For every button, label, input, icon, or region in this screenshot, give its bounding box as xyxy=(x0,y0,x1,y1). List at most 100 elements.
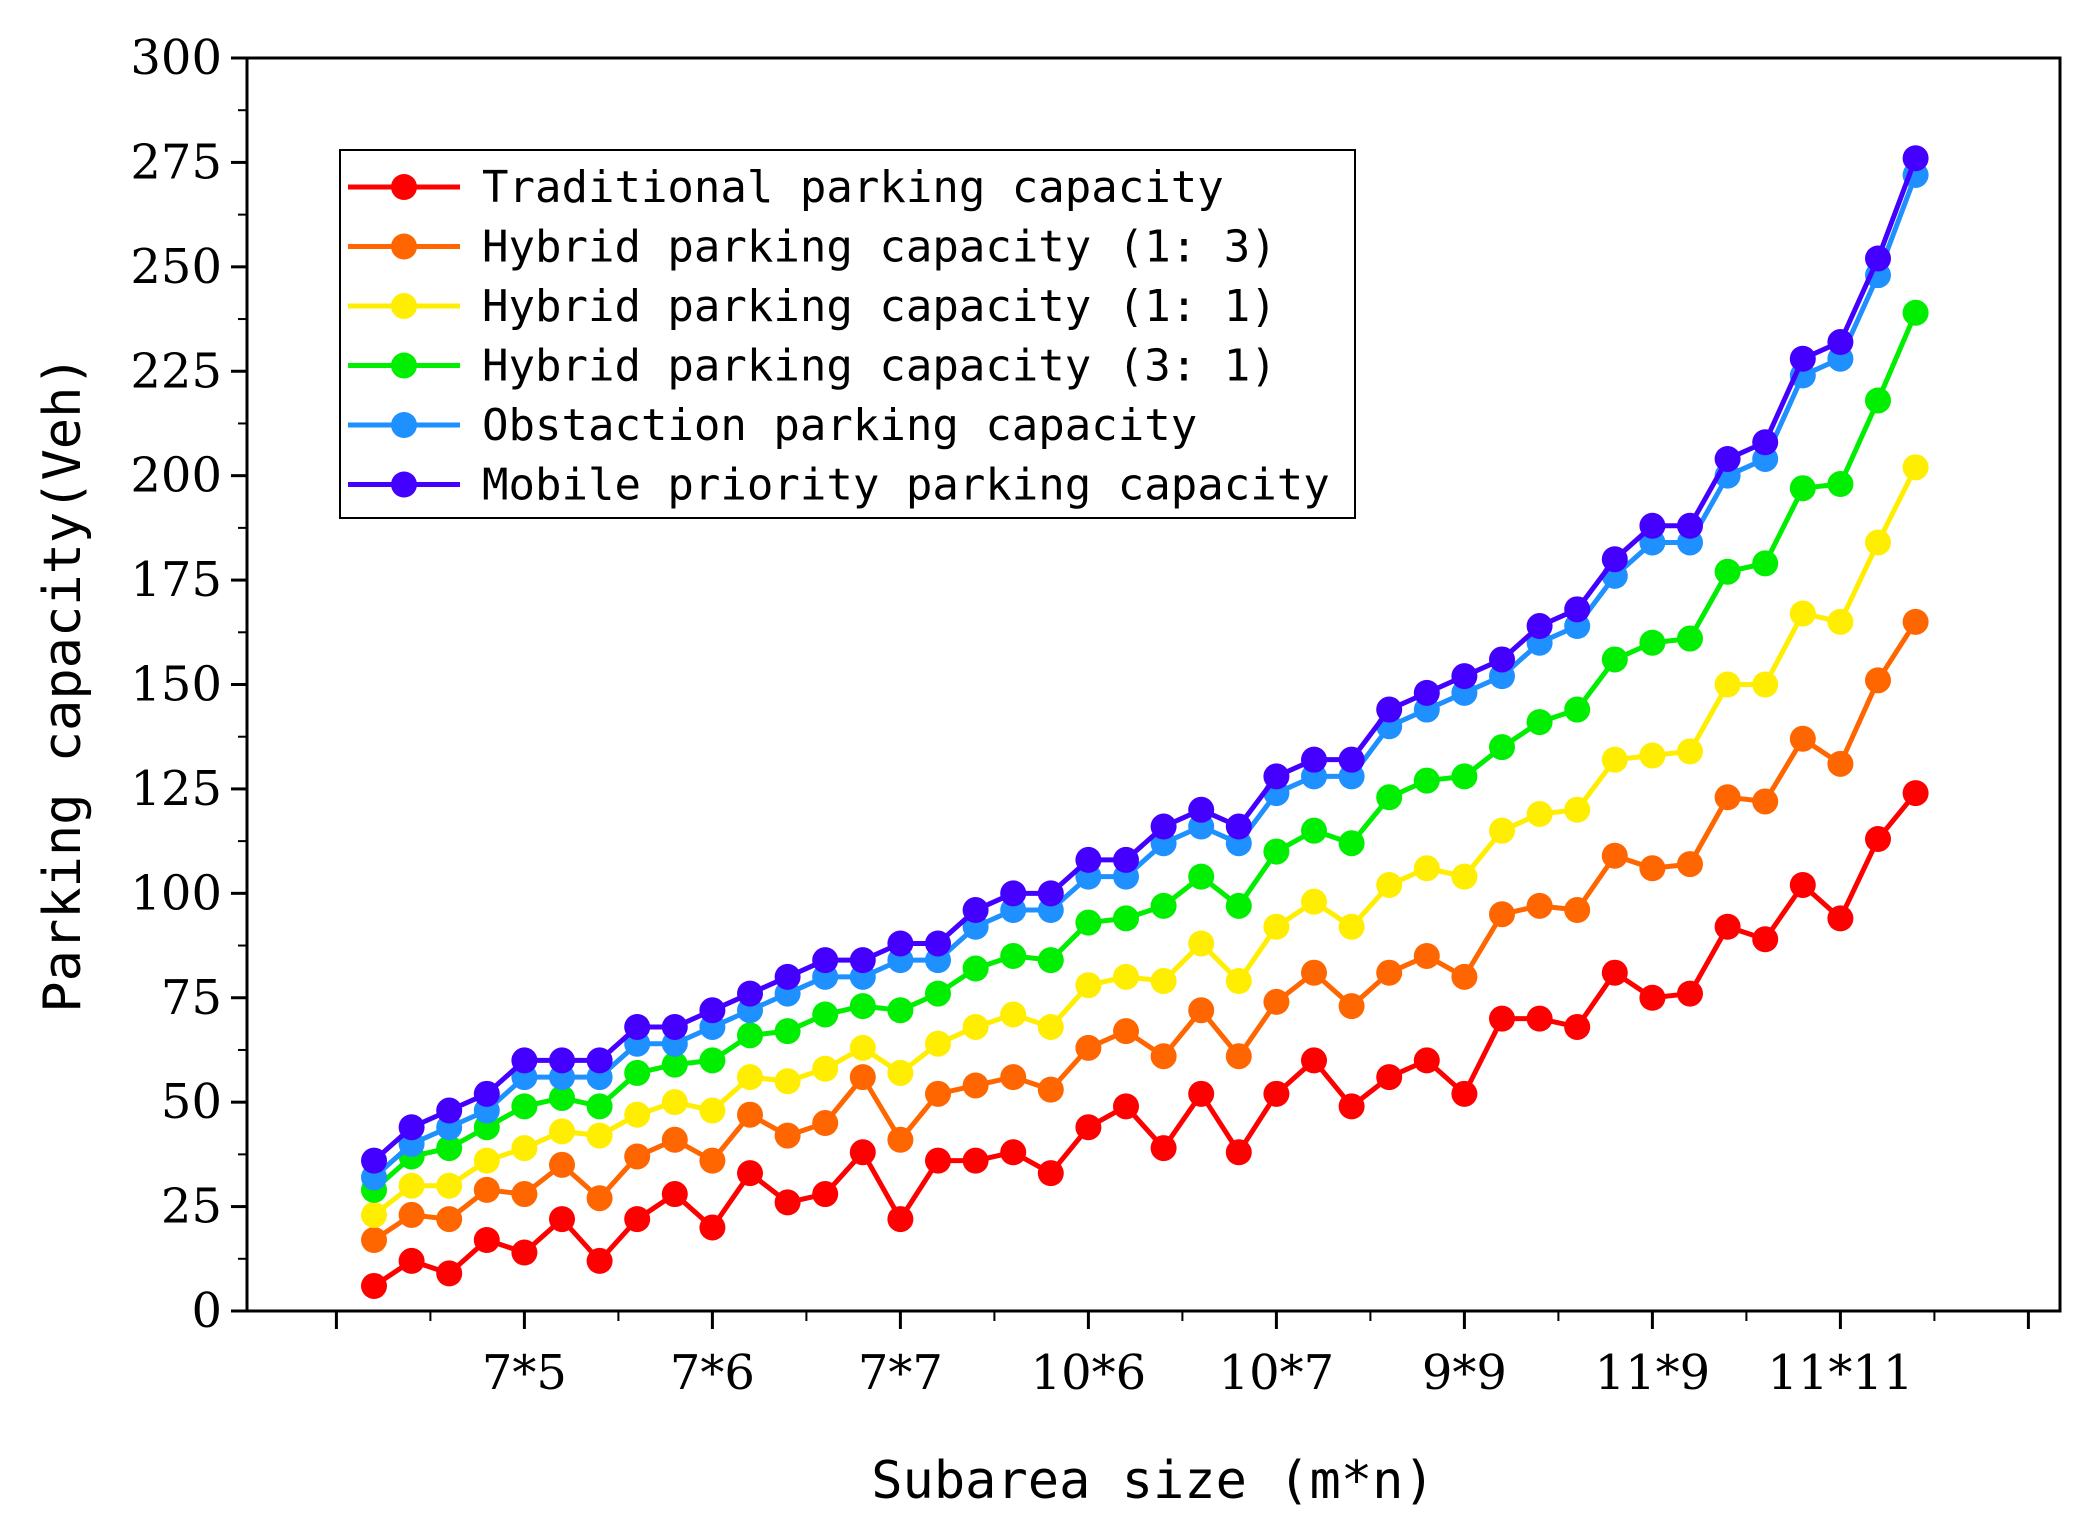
data-point xyxy=(1037,1160,1064,1187)
data-point xyxy=(398,1172,425,1199)
data-point xyxy=(1827,750,1854,777)
series-1 xyxy=(361,608,1929,1253)
data-point xyxy=(1489,646,1515,673)
legend-label: Hybrid parking capacity (1: 1) xyxy=(482,281,1277,332)
data-point xyxy=(1489,734,1515,761)
data-point xyxy=(661,1126,688,1153)
data-point xyxy=(699,1097,726,1124)
data-point xyxy=(737,1064,763,1091)
y-tick-label: 0 xyxy=(191,1283,222,1339)
legend-label: Hybrid parking capacity (3: 1) xyxy=(482,341,1277,392)
data-point xyxy=(849,1139,876,1166)
data-point xyxy=(1789,600,1816,627)
data-point xyxy=(436,1135,463,1162)
data-point xyxy=(1601,842,1628,869)
data-point xyxy=(699,997,726,1024)
data-point xyxy=(473,1176,500,1203)
data-point xyxy=(1413,767,1440,794)
data-point xyxy=(962,1013,989,1040)
data-point xyxy=(1150,1135,1177,1162)
y-tick-label: 225 xyxy=(130,343,222,399)
x-tick-label: 11*9 xyxy=(1595,1345,1711,1401)
data-point xyxy=(1376,1064,1403,1091)
data-point xyxy=(1150,892,1177,919)
data-point xyxy=(1225,813,1252,840)
data-point xyxy=(1526,709,1553,736)
data-point xyxy=(1188,930,1215,957)
data-point xyxy=(925,930,951,957)
data-point xyxy=(699,1214,726,1241)
data-point xyxy=(737,1022,763,1049)
data-point xyxy=(1113,846,1139,873)
data-point xyxy=(1714,913,1741,940)
data-point xyxy=(1376,959,1403,986)
series-0 xyxy=(361,780,1929,1299)
data-point xyxy=(624,1013,651,1040)
data-point xyxy=(812,1110,839,1137)
data-point xyxy=(774,1068,801,1095)
data-point xyxy=(1075,1034,1102,1061)
data-point xyxy=(661,1013,688,1040)
data-point xyxy=(1075,1114,1102,1141)
data-point xyxy=(1451,763,1478,790)
data-point xyxy=(661,1181,688,1208)
data-point xyxy=(849,1034,876,1061)
y-tick-label: 250 xyxy=(130,239,222,295)
data-point xyxy=(887,1206,914,1233)
legend-marker xyxy=(391,412,417,438)
data-point xyxy=(774,1018,801,1045)
data-point xyxy=(925,1030,951,1057)
data-point xyxy=(1789,871,1816,898)
data-point xyxy=(1789,475,1816,502)
data-point xyxy=(1113,1018,1139,1045)
data-point xyxy=(1639,629,1666,656)
y-tick-label: 50 xyxy=(161,1074,222,1130)
data-point xyxy=(1677,512,1703,539)
data-point xyxy=(1301,888,1327,915)
data-point xyxy=(549,1151,575,1178)
data-point xyxy=(586,1185,613,1212)
data-point xyxy=(1489,1005,1515,1032)
data-point xyxy=(1075,846,1102,873)
data-point xyxy=(1451,863,1478,890)
data-point xyxy=(1601,546,1628,573)
data-point xyxy=(1150,813,1177,840)
x-tick-label: 10*7 xyxy=(1219,1345,1335,1401)
data-point xyxy=(1677,625,1703,652)
data-point xyxy=(962,955,989,982)
data-point xyxy=(1263,763,1290,790)
data-point xyxy=(398,1247,425,1274)
data-point xyxy=(1113,905,1139,932)
data-point xyxy=(511,1135,538,1162)
series-layer xyxy=(361,145,1929,1299)
x-axis-title: Subarea size (m*n) xyxy=(871,1451,1435,1511)
data-point xyxy=(887,997,914,1024)
data-point xyxy=(1601,746,1628,773)
data-point xyxy=(1564,796,1591,823)
data-point xyxy=(549,1047,575,1074)
data-point xyxy=(511,1093,538,1120)
data-point xyxy=(586,1247,613,1274)
data-point xyxy=(1865,667,1891,694)
data-point xyxy=(1902,454,1929,481)
data-point xyxy=(1037,947,1064,974)
data-point xyxy=(1752,926,1779,953)
data-point xyxy=(1714,445,1741,472)
data-point xyxy=(1037,1013,1064,1040)
data-point xyxy=(1639,984,1666,1011)
y-axis-title: Parking capacity(Veh) xyxy=(33,355,93,1012)
data-point xyxy=(398,1201,425,1228)
data-point xyxy=(1338,913,1365,940)
data-point xyxy=(925,1147,951,1174)
data-point xyxy=(699,1047,726,1074)
series-3 xyxy=(361,299,1929,1203)
data-point xyxy=(1902,145,1929,172)
x-tick-label: 9*9 xyxy=(1422,1345,1507,1401)
data-point xyxy=(1413,1047,1440,1074)
legend-label: Obstaction parking capacity xyxy=(482,400,1197,451)
data-point xyxy=(1526,892,1553,919)
data-point xyxy=(436,1097,463,1124)
legend-marker xyxy=(391,293,417,319)
data-point xyxy=(1413,679,1440,706)
